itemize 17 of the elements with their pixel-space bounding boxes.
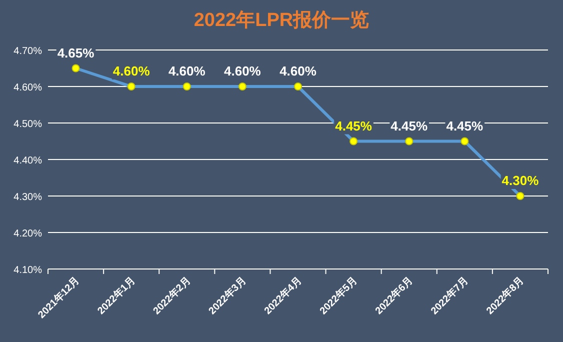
data-label: 4.60% xyxy=(112,64,150,78)
y-tick-label: 4.50% xyxy=(14,119,42,130)
y-tick-label: 4.20% xyxy=(14,228,42,240)
y-tick-label: 4.10% xyxy=(14,265,42,276)
data-label: 4.45% xyxy=(446,118,484,134)
data-label: 4.45% xyxy=(335,118,372,134)
y-tick-label: 4.70% xyxy=(14,46,42,57)
y-tick-label: 4.30% xyxy=(14,192,42,203)
data-label: 4.45% xyxy=(390,118,428,134)
data-label: 4.60% xyxy=(224,64,262,78)
data-label: 4.60% xyxy=(168,64,206,78)
data-label: 4.60% xyxy=(280,64,317,78)
y-tick-label: 4.60% xyxy=(14,82,42,94)
data-label: 4.65% xyxy=(57,45,95,60)
y-tick-label: 4.40% xyxy=(14,156,42,166)
chart-title: 2022年LPR报价一览 xyxy=(194,10,370,31)
data-label: 4.30% xyxy=(502,173,540,188)
